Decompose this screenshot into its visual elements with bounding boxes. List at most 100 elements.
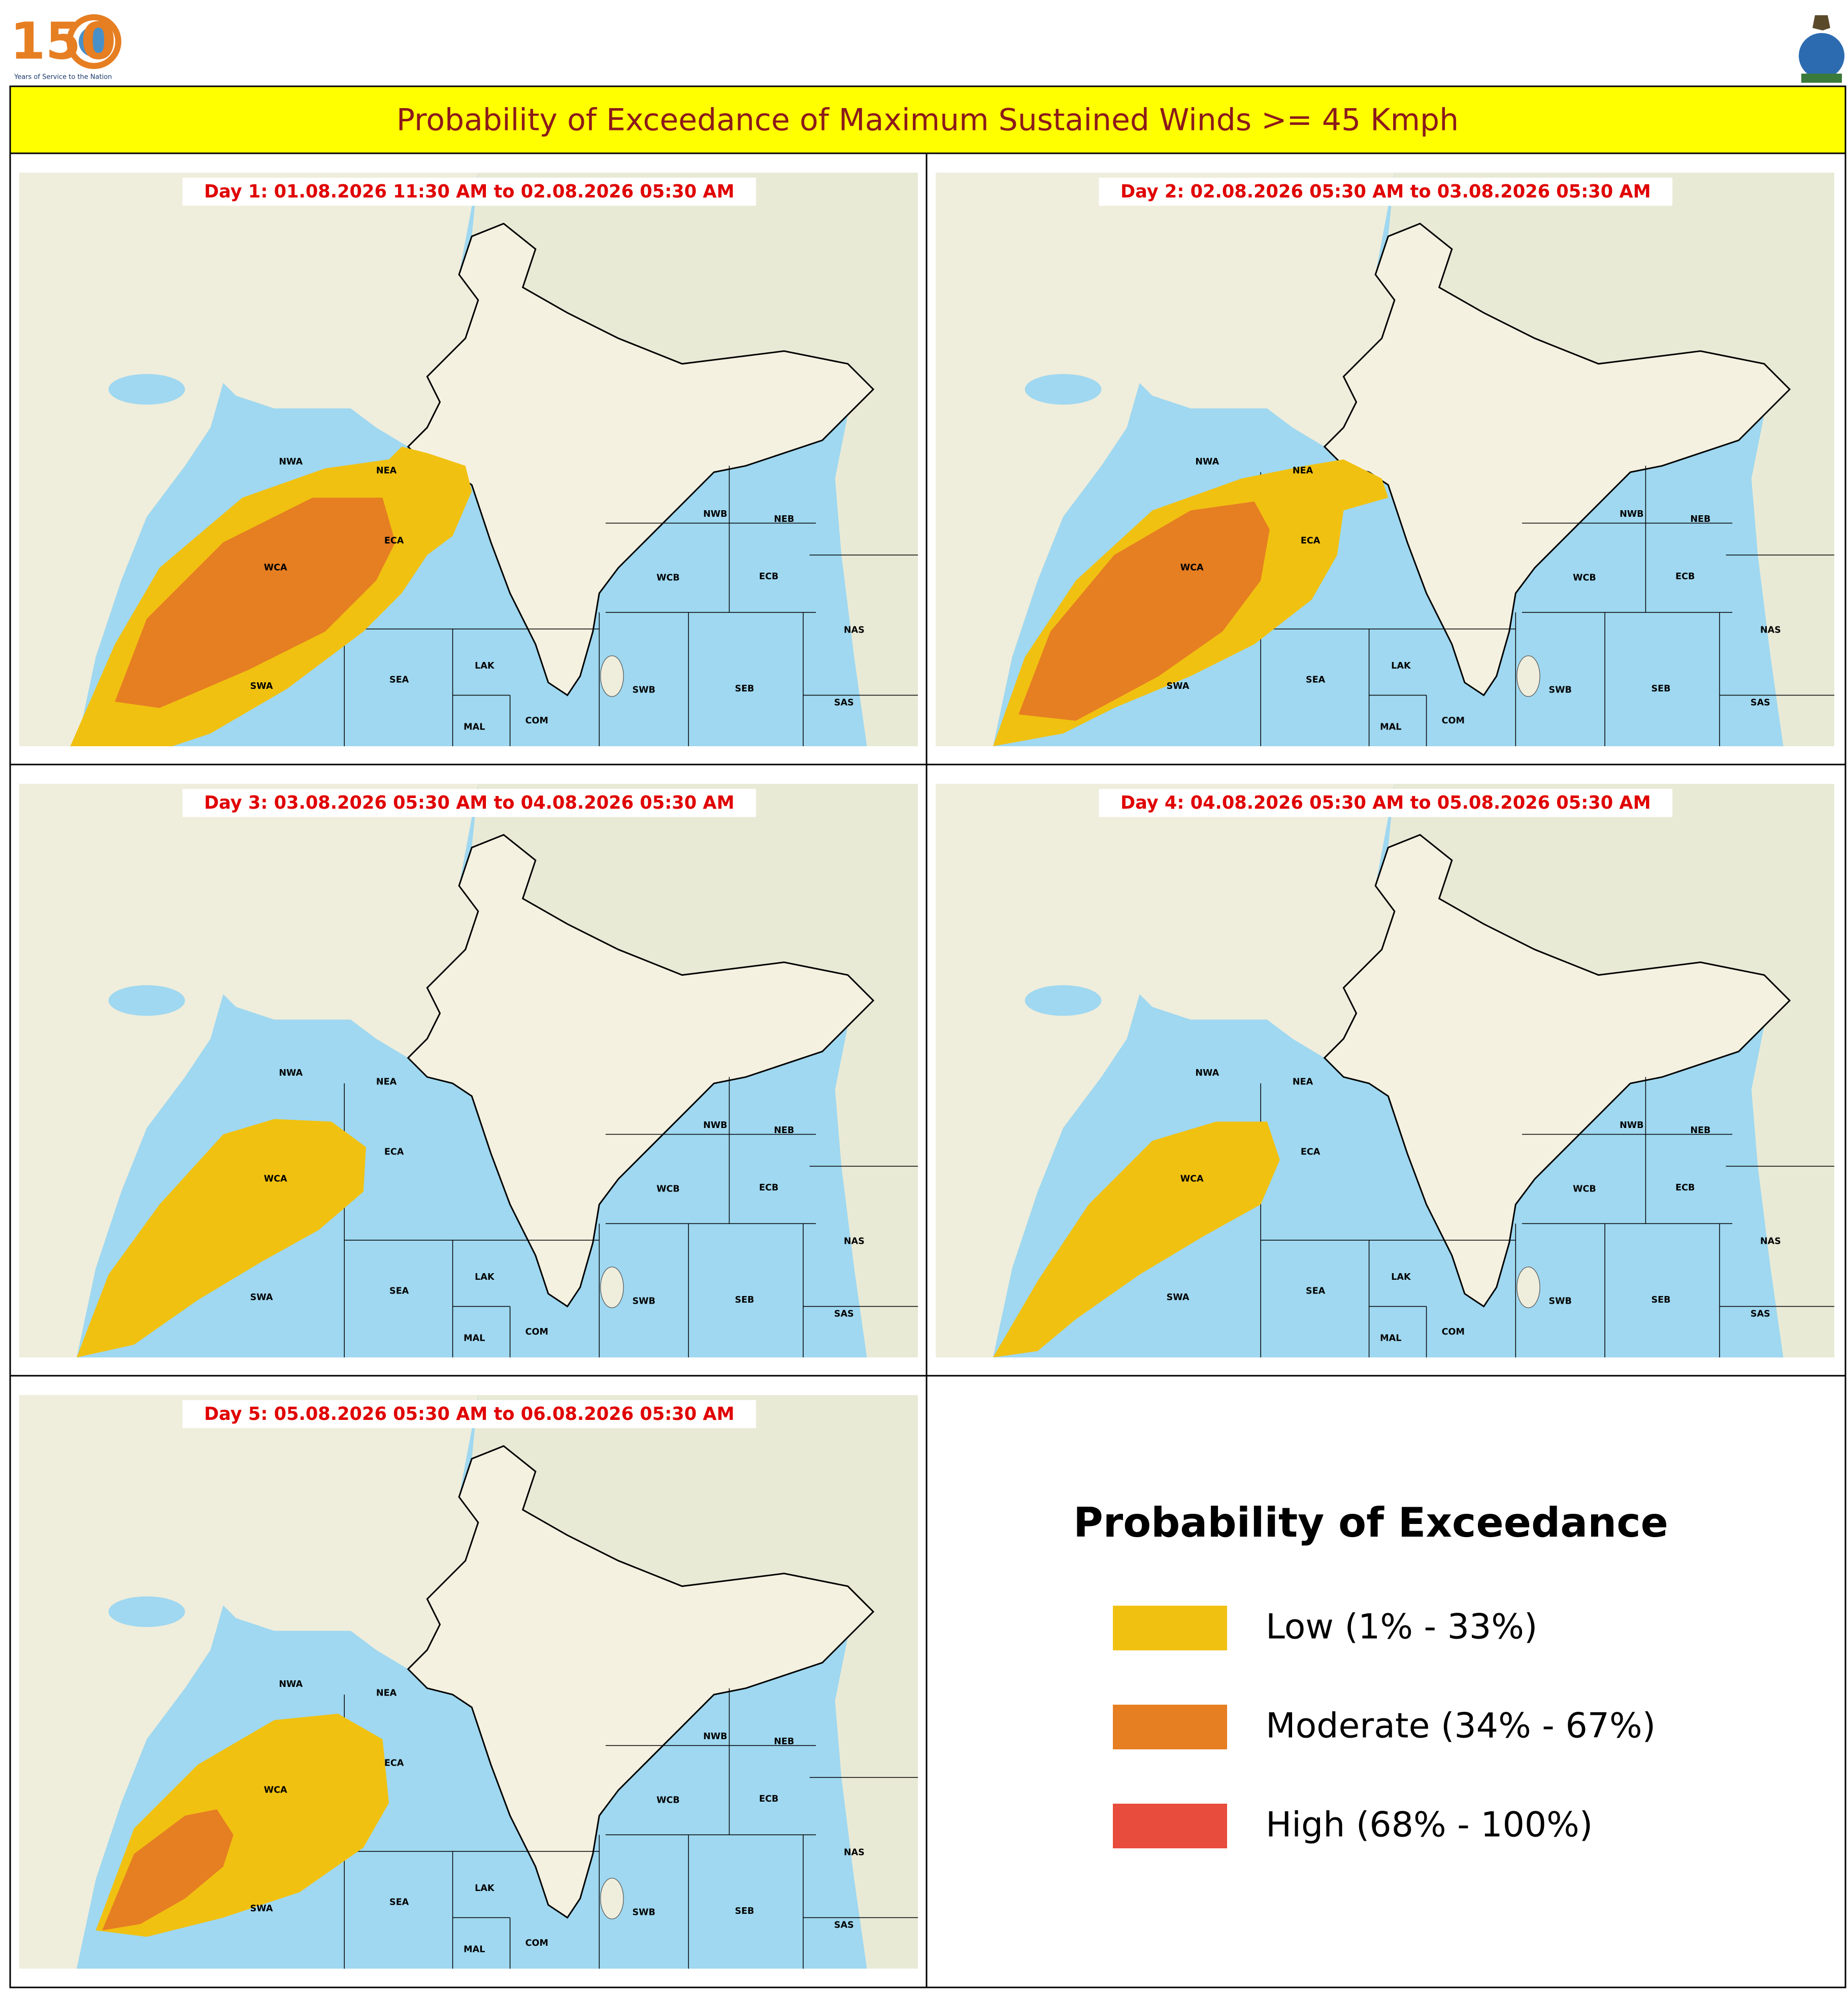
land <box>1388 173 1834 746</box>
region-label: NWA <box>1195 457 1219 467</box>
day-label: Day 2: 02.08.2026 05:30 AM to 03.08.2026… <box>1120 181 1651 202</box>
day-label: Day 1: 01.08.2026 11:30 AM to 02.08.2026… <box>204 181 735 202</box>
region-label: SWA <box>250 1904 273 1914</box>
region-label: MAL <box>1380 722 1401 732</box>
region-label: SAS <box>834 698 854 708</box>
region-label: MAL <box>464 1944 485 1954</box>
legend-title: Probability of Exceedance <box>1073 1499 1668 1546</box>
india <box>407 834 875 1308</box>
legend-label: High (68% - 100%) <box>1266 1805 1593 1845</box>
probability-area <box>1018 501 1270 721</box>
land <box>472 1395 918 1969</box>
day-label-box <box>1099 789 1673 817</box>
region-label: NEA <box>1293 466 1313 476</box>
region-label: NWB <box>703 1732 727 1742</box>
logo-globe <box>79 26 109 57</box>
region-label: LAK <box>475 1272 495 1282</box>
region-label: SEA <box>1306 675 1326 685</box>
india <box>1323 834 1791 1308</box>
land <box>472 784 918 1357</box>
region-label: SWA <box>1167 681 1190 691</box>
logo-number: 150 <box>10 11 116 71</box>
region-label: MAL <box>1380 1333 1401 1343</box>
region-label: SEB <box>735 684 754 694</box>
region-label: MAL <box>464 722 485 732</box>
probability-area <box>993 1121 1280 1357</box>
region-label: WCA <box>1180 1174 1204 1184</box>
region-label: SAS <box>834 1309 854 1319</box>
region-label: SEA <box>1306 1286 1326 1296</box>
region-label: COM <box>1442 1327 1465 1337</box>
land <box>936 173 1395 746</box>
region-label: ECA <box>384 1147 404 1157</box>
legend-label: Low (1% - 33%) <box>1266 1607 1537 1647</box>
region-label: LAK <box>1391 1272 1411 1282</box>
legend-swatch <box>1113 1804 1227 1848</box>
gulf <box>108 374 185 405</box>
region-label: NWA <box>1195 1068 1219 1078</box>
region-label: NAS <box>1760 1236 1781 1246</box>
panel-frame <box>9 152 1846 1988</box>
region-label: NEA <box>376 1077 397 1087</box>
region-label: WCA <box>264 562 287 573</box>
region-label: COM <box>525 1327 548 1337</box>
region-label: SEA <box>389 1286 409 1296</box>
region-label: SWB <box>1549 685 1572 695</box>
region-label: SEA <box>389 1897 409 1907</box>
page-title: Probability of Exceedance of Maximum Sus… <box>397 103 1459 138</box>
region-label: ECB <box>759 572 778 582</box>
legend-swatch <box>1113 1705 1227 1749</box>
sri-lanka <box>600 655 624 697</box>
region-label: SAS <box>834 1920 854 1931</box>
region-label: SWB <box>1549 1297 1572 1307</box>
region-label: WCB <box>1573 1184 1596 1194</box>
region-label: WCB <box>656 1184 680 1194</box>
region-label: SEA <box>389 675 409 685</box>
region-label: MAL <box>464 1333 485 1343</box>
day-label: Day 4: 04.08.2026 05:30 AM to 05.08.2026… <box>1120 792 1651 813</box>
region-label: NAS <box>844 1847 865 1857</box>
region-label: ECA <box>1301 536 1321 546</box>
logo: 150 Years of Service to the Nation <box>10 11 121 81</box>
map: NWA NEA ECA WCA SWA SEA LAK MAL COM WCB NWB NEB ECB N… <box>936 784 1834 1357</box>
region-label: WCA <box>1180 562 1204 573</box>
probability-area <box>102 1809 234 1931</box>
land <box>19 1395 478 1969</box>
region-label: NEA <box>376 1688 397 1699</box>
region-label: SAS <box>1751 1309 1770 1319</box>
map: NWA NEA ECA WCA SWA SEA LAK MAL COM WCB NWB NEB ECB N… <box>19 1395 918 1969</box>
map: NWA NEA ECA WCA SWA SEA LAK MAL COM WCB NWB NEB ECB N… <box>19 784 918 1357</box>
maps: NWA NEA ECA WCA SWA SEA LAK MAL COM WCB NWB NEB ECB N… <box>19 173 1834 1969</box>
day-label: Day 3: 03.08.2026 05:30 AM to 04.08.2026… <box>204 792 735 813</box>
land <box>19 784 478 1357</box>
india <box>407 222 875 696</box>
sri-lanka <box>600 1267 624 1308</box>
region-label: SEB <box>1652 684 1671 694</box>
region-label: WCB <box>656 1796 680 1806</box>
sri-lanka <box>1516 655 1540 697</box>
region-label: COM <box>525 716 548 726</box>
day-label-box <box>182 1400 756 1429</box>
legend: Probability of Exceedance Low (1% - 33%)… <box>1073 1499 1668 1848</box>
map: NWA NEA ECA WCA SWA SEA LAK MAL COM WCB NWB NEB ECB N… <box>936 173 1834 746</box>
title-bar <box>9 85 1846 154</box>
region-label: SWA <box>250 681 273 691</box>
region-label: NWB <box>703 1120 727 1131</box>
region-label: WCA <box>264 1174 287 1184</box>
region-label: NWB <box>1620 509 1643 519</box>
day-label-box <box>182 789 756 817</box>
day-label-box <box>1099 178 1673 206</box>
gulf <box>108 1596 185 1628</box>
region-label: LAK <box>475 661 495 671</box>
region-label: SAS <box>1751 698 1770 708</box>
gulf <box>108 985 185 1016</box>
logo-ring <box>67 14 121 69</box>
region-label: NAS <box>1760 625 1781 635</box>
land <box>936 784 1395 1357</box>
region-label: NAS <box>844 625 865 635</box>
sri-lanka <box>600 1878 624 1919</box>
land <box>1388 784 1834 1357</box>
day-label-box <box>182 178 756 206</box>
logo-caption: Years of Service to the Nation <box>14 74 112 81</box>
